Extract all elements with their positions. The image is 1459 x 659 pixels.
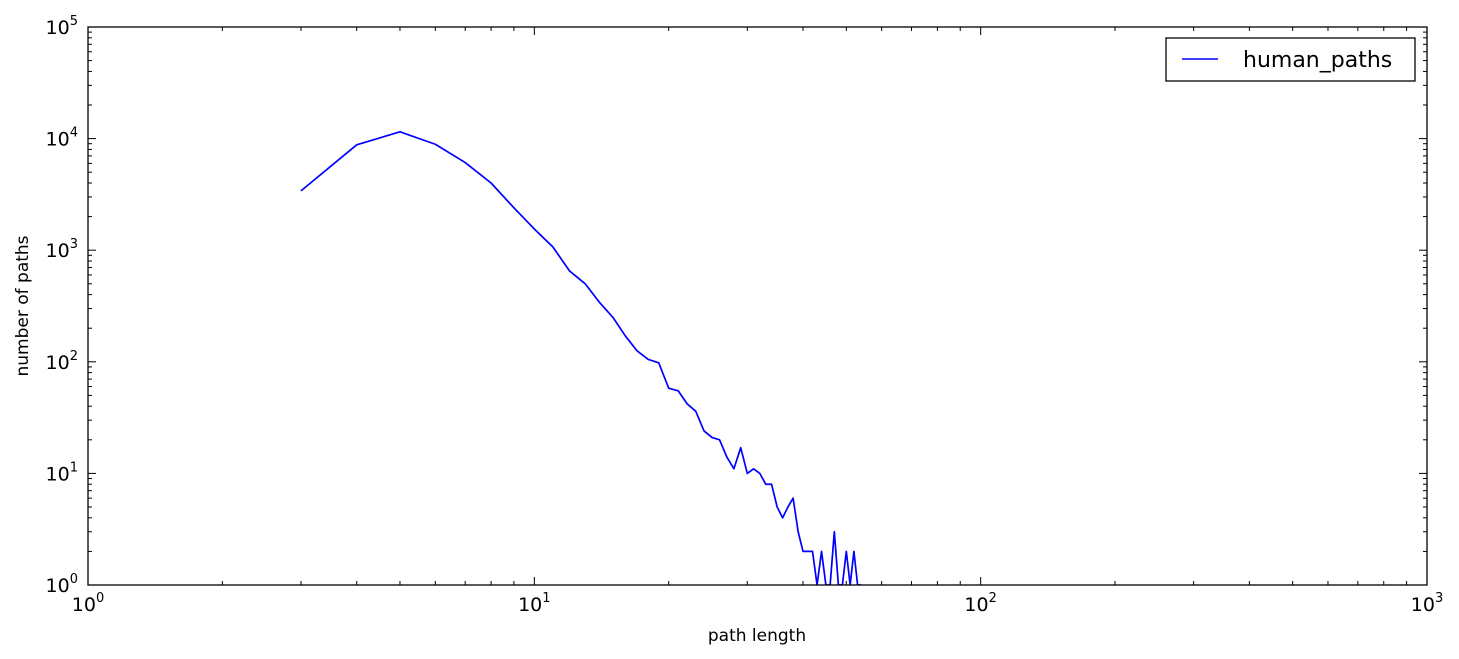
x-tick-label: 100 [72,591,104,616]
x-tick-label: 103 [1411,591,1443,616]
y-axis-label: number of paths [13,235,33,376]
y-tick-label: 105 [46,14,78,39]
plot-background [88,27,1427,585]
y-tick-labels: 100 101 102 103 104 105 [46,14,78,597]
x-tick-label: 102 [964,591,996,616]
series-line-human_paths [300,130,862,585]
y-tick-label: 102 [46,349,78,374]
series-layer [300,130,862,585]
x-tick-labels: 100 101 102 103 [72,591,1443,616]
x-tick-label: 101 [518,591,550,616]
minor-ticks [88,27,1427,585]
y-tick-label: 103 [46,237,78,262]
y-tick-label: 100 [46,572,78,597]
y-tick-label: 104 [46,126,78,151]
legend: human_paths [1165,37,1416,82]
x-axis-label: path length [708,626,806,646]
plot-frame [87,26,1428,586]
legend-label-human_paths: human_paths [1243,48,1392,73]
y-tick-label: 101 [46,460,78,485]
